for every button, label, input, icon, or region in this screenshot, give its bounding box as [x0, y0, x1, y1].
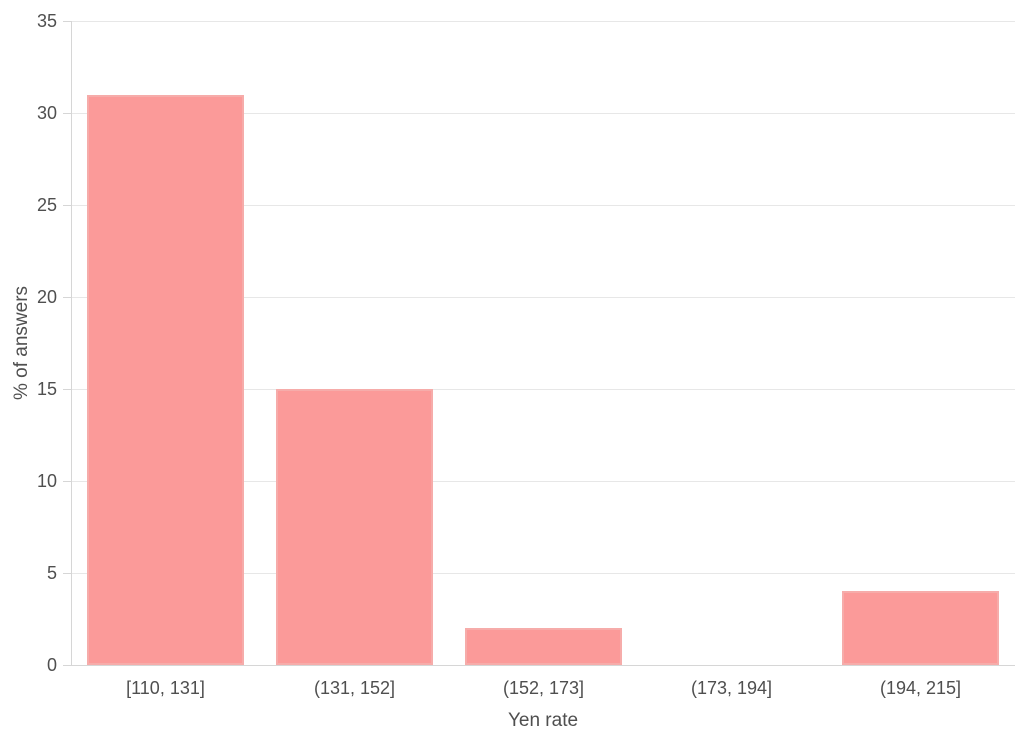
- y-tick-label: 5: [46, 563, 57, 583]
- y-tick-mark: [63, 21, 71, 22]
- y-tick-mark: [63, 573, 71, 574]
- gridline-y-15: [71, 389, 1015, 390]
- y-tick-label: 15: [36, 379, 57, 399]
- y-tick-label: 30: [36, 103, 57, 123]
- y-tick-label: 0: [46, 655, 57, 675]
- y-tick-label: 35: [36, 11, 57, 31]
- x-tick-label: (173, 194]: [690, 678, 773, 698]
- x-tick-label: [110, 131]: [126, 678, 205, 698]
- x-tick-label: (194, 215]: [879, 678, 962, 698]
- y-axis-title: % of answers: [11, 285, 32, 401]
- y-tick-label: 25: [36, 195, 57, 215]
- bar-[110, 131]: [87, 95, 244, 665]
- x-tick-label: (131, 152]: [313, 678, 396, 698]
- y-tick-mark: [63, 665, 71, 666]
- y-tick-label: 20: [36, 287, 57, 307]
- y-tick-mark: [63, 205, 71, 206]
- y-tick-mark: [63, 389, 71, 390]
- gridline-y-10: [71, 481, 1015, 482]
- bar-(152, 173]: [465, 628, 622, 665]
- gridline-y-5: [71, 573, 1015, 574]
- bar-(194, 215]: [842, 591, 999, 665]
- y-tick-mark: [63, 297, 71, 298]
- gridline-y-20: [71, 297, 1015, 298]
- bar-(131, 152]: [276, 389, 433, 665]
- gridline-y-0: [71, 665, 1015, 666]
- x-axis-title: Yen rate: [507, 710, 579, 731]
- y-tick-label: 10: [36, 471, 57, 491]
- y-tick-mark: [63, 481, 71, 482]
- gridline-y-25: [71, 205, 1015, 206]
- x-tick-label: (152, 173]: [502, 678, 585, 698]
- gridline-y-30: [71, 113, 1015, 114]
- y-axis-line: [71, 21, 72, 665]
- gridline-y-35: [71, 21, 1015, 22]
- y-tick-mark: [63, 113, 71, 114]
